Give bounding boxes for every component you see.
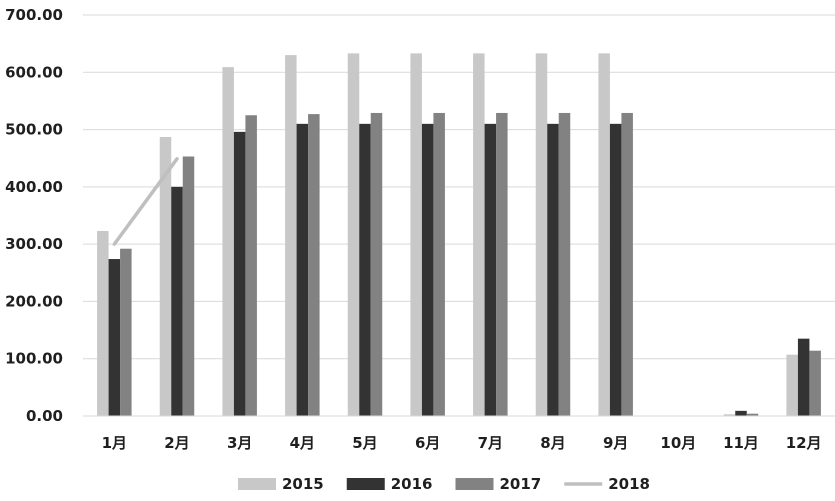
- bars: [97, 53, 821, 417]
- y-tick-label: 400.00: [5, 178, 63, 196]
- y-tick-label: 300.00: [5, 235, 63, 253]
- bar: [421, 123, 434, 416]
- bar: [308, 114, 320, 417]
- bar: [786, 354, 798, 416]
- x-axis: 1月 2月 3月 4月 5月 6月 7月 8月 9月 10月 11月 12月: [102, 434, 822, 452]
- bar: [809, 350, 821, 416]
- bar: [746, 413, 759, 416]
- bar: [535, 53, 548, 416]
- bar: [370, 112, 383, 417]
- y-tick-label: 600.00: [5, 63, 63, 81]
- bar: [296, 123, 309, 416]
- bar: [723, 414, 736, 416]
- x-tick-label: 6月: [415, 434, 440, 452]
- legend-swatch: [346, 478, 385, 490]
- bar: [621, 112, 633, 417]
- legend-label: 2017: [500, 475, 542, 493]
- x-tick-label: 9月: [603, 434, 628, 452]
- bar: [735, 410, 747, 416]
- y-axis: 0.00 100.00 200.00 300.00 400.00 500.00 600.00…: [5, 6, 63, 425]
- x-tick-label: 2月: [164, 434, 189, 452]
- bar: [496, 112, 508, 417]
- bar: [410, 53, 422, 416]
- legend: 2015 2016 2017 2018: [238, 475, 650, 493]
- series-line: [112, 157, 179, 246]
- bar: [120, 248, 132, 416]
- x-tick-label: 5月: [352, 434, 377, 452]
- x-tick-label: 7月: [478, 434, 503, 452]
- bar: [285, 55, 297, 416]
- bar: [222, 67, 234, 416]
- y-tick-label: 0.00: [26, 407, 63, 425]
- bar: [159, 137, 172, 417]
- bar: [182, 156, 195, 416]
- legend-label: 2018: [608, 475, 650, 493]
- bar: [797, 338, 810, 416]
- bar: [347, 53, 360, 416]
- y-tick-label: 500.00: [5, 121, 63, 139]
- bar: [108, 259, 121, 416]
- y-tick-label: 200.00: [5, 292, 63, 310]
- x-tick-label: 11月: [723, 434, 759, 452]
- bar: [609, 123, 622, 416]
- bar: [473, 53, 485, 416]
- bar: [484, 123, 497, 416]
- y-tick-label: 700.00: [5, 6, 63, 24]
- x-tick-label: 10月: [660, 434, 696, 452]
- legend-swatch: [238, 478, 276, 490]
- y-tick-label: 100.00: [5, 350, 63, 368]
- legend-swatch: [455, 478, 494, 490]
- bar: [558, 112, 571, 417]
- x-tick-label: 4月: [290, 434, 315, 452]
- gridlines: [83, 14, 835, 360]
- bar: [233, 131, 246, 416]
- bar: [97, 230, 109, 416]
- bar: [359, 123, 371, 416]
- bar: [598, 53, 610, 416]
- bar: [171, 186, 183, 416]
- x-tick-label: 8月: [540, 434, 565, 452]
- x-tick-label: 12月: [786, 434, 822, 452]
- bar: [245, 115, 257, 416]
- legend-label: 2016: [391, 475, 433, 493]
- legend-label: 2015: [282, 475, 324, 493]
- line-series: [112, 157, 179, 246]
- x-tick-label: 1月: [102, 434, 127, 452]
- bar: [547, 123, 559, 416]
- bar: [433, 112, 445, 417]
- x-tick-label: 3月: [227, 434, 252, 452]
